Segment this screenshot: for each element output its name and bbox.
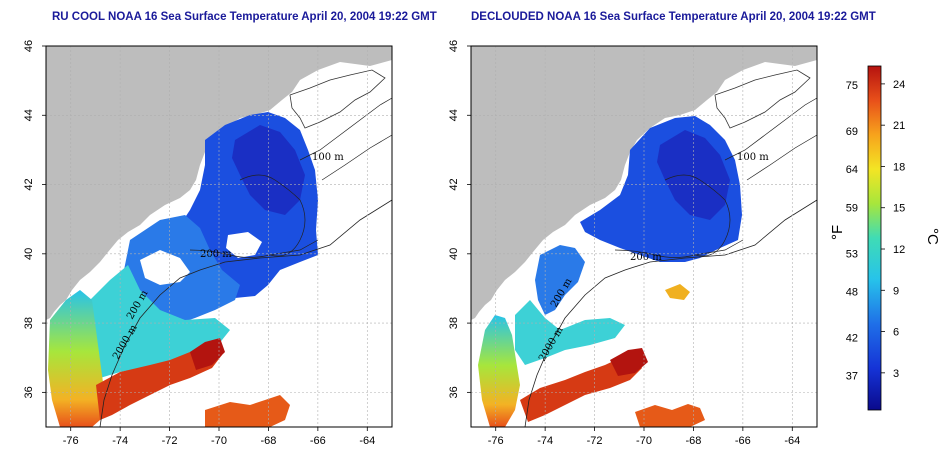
- land-mass: [471, 46, 817, 320]
- y-tick-label: 44: [448, 109, 460, 121]
- isobath-100m: [664, 97, 817, 257]
- colorbar-f-label: 48: [846, 287, 858, 299]
- cloud-patch: [140, 250, 190, 285]
- colorbar-f-label: 69: [846, 126, 858, 138]
- colorbar-f-label: 42: [846, 332, 858, 344]
- sst-warm-eddy: [635, 404, 705, 427]
- y-tick-label: 40: [448, 248, 460, 260]
- axes: -76 -74 -72 -70 -68 -66 -64 36 38 40 42 44 46 -76 -74 -…: [23, 40, 818, 447]
- map-frame: [470, 45, 818, 428]
- colorbar-c-label: 24: [893, 79, 905, 91]
- colorbar-f-label: 53: [846, 248, 858, 260]
- sst-warm-patch: [665, 284, 690, 300]
- x-tick-label: -74: [112, 435, 128, 447]
- unit-fahrenheit: °F: [829, 225, 846, 240]
- y-tick-label: 40: [23, 248, 35, 260]
- sst-coastal-warm: [48, 290, 104, 427]
- x-tick-label: -76: [63, 435, 79, 447]
- colorbar-f-label: 37: [846, 371, 858, 383]
- sst-coastal-warm: [478, 315, 520, 427]
- x-tick-label: -72: [162, 435, 178, 447]
- colorbar: 75 69 64 59 53 48 42 37 24 21 18 15 12 9 6 3 °F °C: [829, 65, 941, 411]
- colorbar-c-label: 21: [893, 120, 905, 132]
- unit-celsius: °C: [924, 228, 941, 245]
- x-tick-label: -68: [260, 435, 276, 447]
- map-frame: [45, 45, 393, 428]
- isobath-2000m: [99, 199, 392, 427]
- x-tick-label: -74: [537, 435, 553, 447]
- colorbar-f-label: 75: [846, 80, 858, 92]
- y-tick-label: 44: [23, 109, 35, 121]
- y-tick-label: 36: [23, 386, 35, 398]
- sst-gulfstream: [520, 355, 642, 422]
- x-tick-label: -66: [310, 435, 326, 447]
- x-tick-label: -70: [211, 435, 227, 447]
- colorbar-f-label: 59: [846, 202, 858, 214]
- x-tick-label: -70: [636, 435, 652, 447]
- y-tick-label: 46: [448, 40, 460, 52]
- colorbar-c-label: 18: [893, 161, 905, 173]
- colorbar-c-label: 3: [893, 368, 899, 380]
- colorbar-c-label: 6: [893, 327, 899, 339]
- contour-label: 200 m: [630, 252, 662, 263]
- sst-gulfstream: [96, 340, 222, 420]
- x-tick-label: -64: [359, 435, 375, 447]
- cloud-patch: [226, 232, 262, 258]
- land-mass: [46, 46, 392, 320]
- sst-gulfstream-core: [190, 338, 225, 370]
- x-tick-label: -64: [784, 435, 800, 447]
- map-panel-declouded: 100 m 200 m 2000 m 200 m: [471, 46, 817, 427]
- map-title-declouded: DECLOUDED NOAA 16 Sea Surface Temperatur…: [471, 11, 876, 23]
- isobath-2000m: [524, 199, 817, 427]
- sst-warm-eddy: [205, 395, 290, 427]
- colorbar-ticks: 75 69 64 59 53 48 42 37 24 21 18 15 12 9 6 3: [846, 79, 906, 383]
- colorbar-f-label: 64: [846, 164, 858, 176]
- y-tick-label: 38: [23, 317, 35, 329]
- isobath-200m: [189, 134, 392, 258]
- nova-scotia-outline: [289, 69, 386, 129]
- isobath-200m: [614, 134, 817, 258]
- sst-slope-cyan: [515, 300, 625, 365]
- x-tick-label: -76: [488, 435, 504, 447]
- sst-shelf-blue: [535, 245, 585, 315]
- colorbar-c-label: 15: [893, 203, 905, 215]
- colorbar-c-label: 12: [893, 244, 905, 256]
- sst-gulfstream-core: [610, 348, 648, 376]
- y-tick-label: 42: [23, 178, 35, 190]
- colorbar-ramp: [867, 65, 882, 411]
- contour-label: 100 m: [312, 152, 344, 163]
- isobath-100m: [239, 97, 392, 257]
- x-tick-label: -72: [587, 435, 603, 447]
- nova-scotia-outline: [714, 69, 811, 129]
- y-tick-label: 46: [23, 40, 35, 52]
- map-title-raw: RU COOL NOAA 16 Sea Surface Temperature …: [52, 11, 437, 23]
- contour-label: 100 m: [737, 152, 769, 163]
- y-tick-label: 42: [448, 178, 460, 190]
- x-tick-label: -66: [735, 435, 751, 447]
- colorbar-c-label: 9: [893, 285, 899, 297]
- y-tick-label: 36: [448, 386, 460, 398]
- x-tick-label: -68: [685, 435, 701, 447]
- y-tick-label: 38: [448, 317, 460, 329]
- contour-label: 200 m: [200, 249, 232, 260]
